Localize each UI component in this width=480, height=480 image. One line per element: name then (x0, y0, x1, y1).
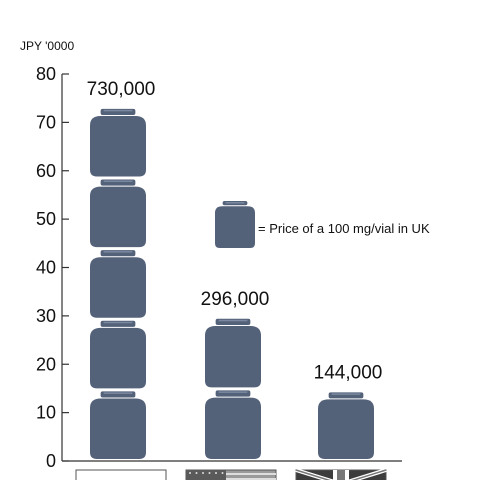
vial (90, 179, 146, 248)
value-label-usa: 296,000 (201, 289, 270, 310)
legend: = Price of a 100 mg/vial in UK (215, 201, 430, 248)
unit-label: JPY '0000 (20, 39, 74, 53)
y-axis: 0 10 20 30 40 50 60 70 80 (36, 64, 402, 471)
country-flags (75, 468, 387, 480)
legend-vial (215, 201, 255, 248)
flag-uk (295, 468, 387, 480)
vial (90, 108, 146, 177)
legend-text: = Price of a 100 mg/vial in UK (258, 221, 430, 236)
y-tick-label: 0 (46, 451, 56, 471)
vial (90, 320, 146, 389)
bars (90, 108, 374, 459)
y-tick-label: 60 (36, 161, 56, 181)
value-label-japan: 730,000 (87, 79, 156, 100)
value-label-uk: 144,000 (314, 362, 383, 383)
bar-japan (90, 108, 146, 459)
vial (205, 390, 261, 459)
vial (205, 318, 261, 388)
y-tick-label: 70 (36, 112, 56, 132)
y-tick-label: 10 (36, 403, 56, 423)
y-tick-label: 50 (36, 209, 56, 229)
y-tick-label: 20 (36, 354, 56, 374)
vial (318, 392, 374, 459)
legend-vial-icon (215, 201, 255, 248)
flag-japan (75, 469, 167, 480)
vial (90, 391, 146, 459)
flag-usa (185, 469, 277, 480)
bar-uk (318, 392, 374, 459)
y-tick-label: 80 (36, 64, 56, 84)
bar-usa (205, 318, 261, 459)
value-labels: 730,000 296,000 144,000 (87, 79, 383, 383)
y-tick-label: 40 (36, 258, 56, 278)
vial (90, 250, 146, 318)
y-tick-label: 30 (36, 306, 56, 326)
